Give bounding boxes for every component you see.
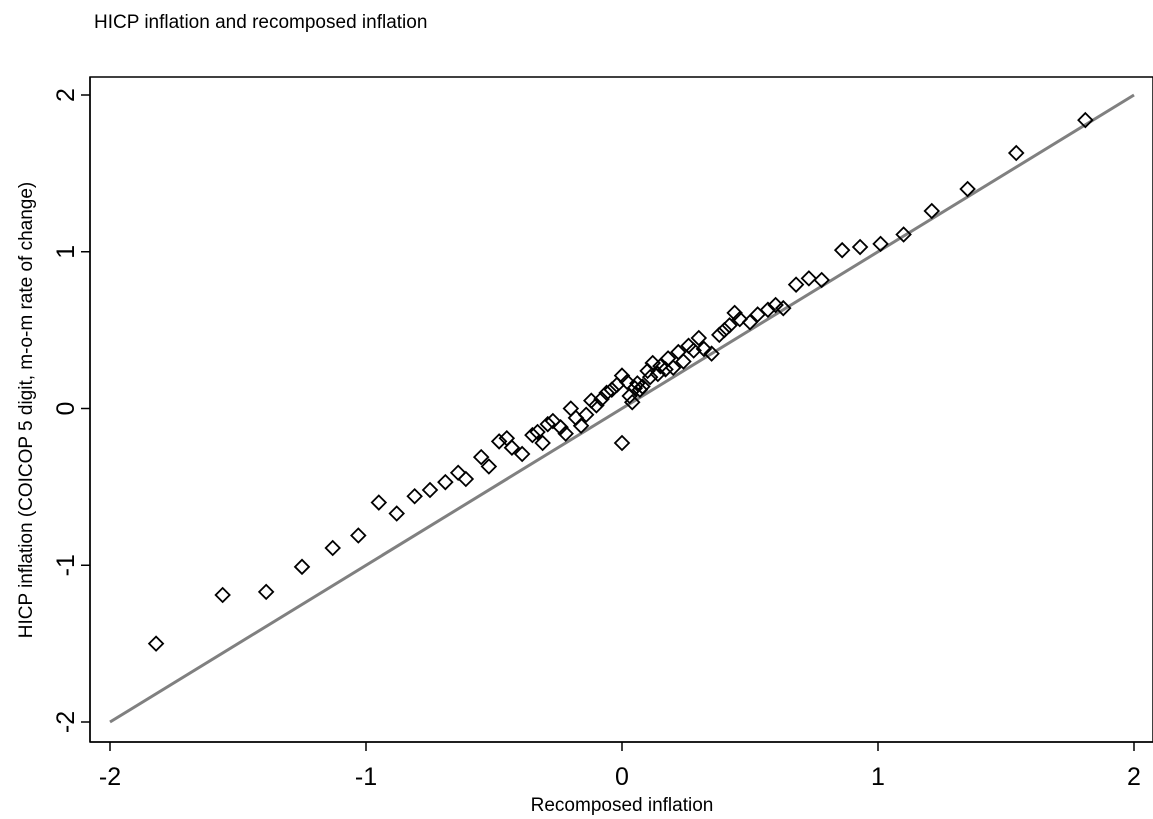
data-point bbox=[851, 238, 869, 256]
data-point bbox=[457, 470, 475, 488]
data-point bbox=[350, 527, 367, 544]
data-point bbox=[731, 310, 749, 328]
y-tick-label: 0 bbox=[52, 402, 80, 416]
data-point bbox=[572, 417, 590, 435]
data-point bbox=[437, 473, 454, 491]
data-point bbox=[257, 583, 275, 601]
y-tick-label: -2 bbox=[52, 711, 80, 733]
x-tick-label: -1 bbox=[355, 763, 377, 791]
data-point bbox=[695, 340, 713, 358]
data-point bbox=[1007, 144, 1025, 162]
data-point bbox=[598, 384, 615, 402]
data-point bbox=[895, 226, 912, 243]
x-ticks: -2 -1 0 1 2 bbox=[99, 742, 1141, 791]
x-tick-label: -2 bbox=[99, 763, 121, 791]
data-point bbox=[529, 423, 546, 441]
y-ticks: -2 -1 0 1 2 bbox=[52, 88, 90, 733]
data-point bbox=[749, 306, 766, 323]
x-tick-label: 1 bbox=[871, 763, 885, 791]
data-point bbox=[490, 433, 508, 450]
data-point bbox=[813, 271, 830, 289]
data-point bbox=[388, 505, 405, 522]
x-tick-label: 2 bbox=[1127, 763, 1141, 791]
data-point bbox=[406, 488, 423, 505]
data-point bbox=[775, 299, 792, 317]
y-tick-label: -1 bbox=[52, 554, 80, 576]
data-point bbox=[703, 345, 720, 362]
data-point bbox=[623, 393, 641, 411]
data-point bbox=[214, 586, 231, 604]
data-point bbox=[721, 317, 738, 334]
y-axis-title: HICP inflation (COICOP 5 digit, m-o-m ra… bbox=[16, 182, 37, 639]
data-point bbox=[557, 425, 574, 442]
data-point bbox=[480, 458, 498, 475]
data-point bbox=[664, 359, 682, 377]
data-point bbox=[741, 314, 759, 331]
data-point bbox=[618, 373, 636, 391]
data-point bbox=[833, 241, 851, 259]
chart-title: HICP inflation and recomposed inflation bbox=[94, 12, 428, 33]
data-point bbox=[959, 180, 976, 198]
data-point bbox=[1077, 111, 1094, 129]
data-point bbox=[421, 481, 439, 499]
data-point bbox=[626, 379, 644, 397]
data-point bbox=[634, 378, 651, 395]
data-point bbox=[449, 464, 467, 482]
data-point bbox=[787, 276, 805, 293]
data-point bbox=[690, 329, 708, 347]
data-points bbox=[147, 111, 1094, 652]
data-point bbox=[324, 539, 341, 557]
data-point bbox=[711, 326, 728, 344]
y-tick-label: 1 bbox=[52, 245, 80, 259]
reference-line bbox=[109, 93, 1135, 724]
data-point bbox=[534, 434, 551, 452]
data-point bbox=[562, 400, 580, 417]
data-point bbox=[544, 412, 562, 430]
data-point bbox=[759, 301, 777, 319]
data-point bbox=[524, 426, 541, 444]
data-point bbox=[147, 635, 165, 652]
data-point bbox=[513, 445, 531, 463]
data-point bbox=[872, 235, 889, 253]
data-point bbox=[641, 368, 659, 386]
data-point bbox=[716, 321, 733, 339]
data-point bbox=[593, 390, 610, 408]
data-point bbox=[657, 361, 674, 378]
data-point bbox=[613, 434, 631, 452]
data-point bbox=[675, 353, 692, 370]
data-point bbox=[923, 202, 941, 220]
data-point bbox=[644, 354, 661, 372]
data-point bbox=[472, 448, 490, 466]
data-point bbox=[293, 558, 311, 576]
data-point bbox=[603, 381, 621, 398]
data-point bbox=[577, 406, 595, 424]
data-point bbox=[539, 415, 557, 433]
x-tick-label: 0 bbox=[615, 763, 629, 791]
data-point bbox=[800, 270, 818, 287]
y-tick-label: 2 bbox=[52, 88, 80, 102]
data-point bbox=[370, 494, 388, 511]
x-axis-title: Recomposed inflation bbox=[531, 795, 714, 816]
data-point bbox=[503, 439, 521, 456]
data-point bbox=[767, 296, 784, 314]
data-point bbox=[588, 397, 605, 414]
